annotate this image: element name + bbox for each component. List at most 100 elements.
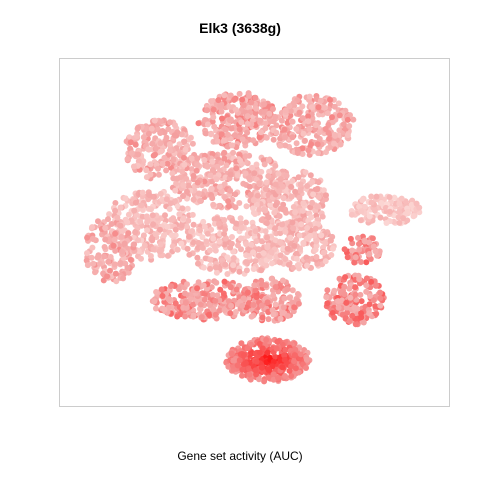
- cell-point: [100, 277, 107, 284]
- cell-point: [102, 225, 109, 231]
- cell-point: [369, 235, 376, 242]
- cell-point: [328, 252, 335, 258]
- cell-point: [239, 96, 246, 103]
- cell-point: [371, 207, 378, 214]
- cell-point: [249, 164, 255, 171]
- cell-point: [152, 231, 159, 238]
- cell-point: [275, 170, 282, 177]
- cell-point: [271, 209, 278, 216]
- cell-point: [246, 92, 253, 99]
- cell-point: [168, 283, 174, 290]
- cell-point: [250, 197, 257, 204]
- cell-point: [320, 249, 327, 256]
- cell-point: [252, 287, 259, 294]
- cell-point: [308, 141, 315, 148]
- cell-point: [277, 176, 284, 183]
- cell-point: [117, 222, 124, 229]
- cell-point: [281, 126, 288, 133]
- cell-point: [218, 159, 225, 166]
- cell-point: [287, 107, 294, 114]
- cell-point: [265, 374, 272, 381]
- cell-point: [166, 206, 173, 212]
- cell-point: [322, 258, 329, 265]
- cell-point: [360, 319, 367, 326]
- cell-point: [261, 101, 268, 108]
- cell-point: [221, 230, 228, 237]
- cell-point: [246, 183, 253, 190]
- cell-point: [346, 285, 353, 292]
- cell-point: [269, 260, 275, 267]
- cell-point: [315, 194, 322, 200]
- cell-point: [299, 115, 306, 122]
- cell-point: [164, 160, 171, 167]
- cell-point: [157, 140, 164, 147]
- cell-point: [150, 152, 157, 159]
- cell-point: [277, 142, 283, 149]
- cell-point: [230, 255, 237, 261]
- cell-point: [286, 294, 293, 301]
- cell-point: [235, 242, 241, 249]
- cell-point: [173, 180, 180, 187]
- cell-point: [265, 316, 272, 323]
- cell-point: [171, 132, 178, 139]
- cell-point: [215, 97, 222, 104]
- cell-point: [272, 202, 279, 209]
- cell-point: [167, 147, 173, 154]
- cell-point: [295, 174, 302, 181]
- cell-point: [288, 183, 295, 190]
- cell-point: [185, 182, 192, 189]
- cell-point: [179, 168, 186, 175]
- cell-point: [258, 217, 265, 224]
- cell-point: [112, 200, 119, 206]
- cell-point: [188, 166, 195, 173]
- cell-point: [148, 206, 154, 213]
- cell-point: [202, 117, 208, 123]
- cell-point: [153, 289, 160, 295]
- cell-point: [309, 199, 316, 206]
- cell-point: [336, 275, 343, 282]
- cell-point: [356, 246, 363, 253]
- cell-point: [312, 122, 319, 129]
- cell-point: [296, 194, 303, 201]
- cell-point: [263, 179, 270, 186]
- cell-point: [326, 135, 333, 142]
- cell-point: [237, 220, 244, 226]
- cell-point: [106, 211, 113, 218]
- cell-point: [268, 249, 275, 256]
- cell-point: [352, 254, 359, 261]
- cell-point: [201, 178, 208, 185]
- cell-point: [298, 221, 305, 228]
- cell-point: [265, 366, 272, 373]
- cell-point: [169, 170, 176, 177]
- cell-point: [320, 104, 327, 111]
- cell-point: [358, 298, 365, 305]
- cell-point: [187, 134, 194, 141]
- cell-point: [190, 196, 197, 203]
- cell-point: [272, 181, 279, 188]
- cell-point: [135, 248, 142, 254]
- cell-point: [227, 171, 234, 178]
- cell-point: [264, 234, 270, 241]
- cell-point: [253, 161, 260, 168]
- cell-point: [243, 203, 250, 210]
- cell-point: [367, 256, 374, 262]
- cell-point: [228, 350, 235, 357]
- cell-point: [110, 242, 117, 249]
- cell-point: [176, 211, 183, 218]
- cell-point: [107, 267, 113, 274]
- cell-point: [324, 110, 331, 117]
- cell-point: [315, 150, 321, 156]
- cell-point: [291, 358, 298, 365]
- cell-point: [195, 190, 202, 197]
- cell-point: [135, 124, 142, 131]
- cell-point: [309, 179, 316, 186]
- cell-point: [343, 299, 350, 306]
- cell-point: [190, 239, 197, 246]
- cell-point: [218, 188, 225, 195]
- cell-point: [247, 191, 254, 198]
- cell-point: [207, 172, 214, 179]
- cell-point: [279, 221, 286, 228]
- cell-point: [144, 227, 151, 234]
- cell-point: [324, 287, 331, 294]
- cell-point: [232, 106, 239, 113]
